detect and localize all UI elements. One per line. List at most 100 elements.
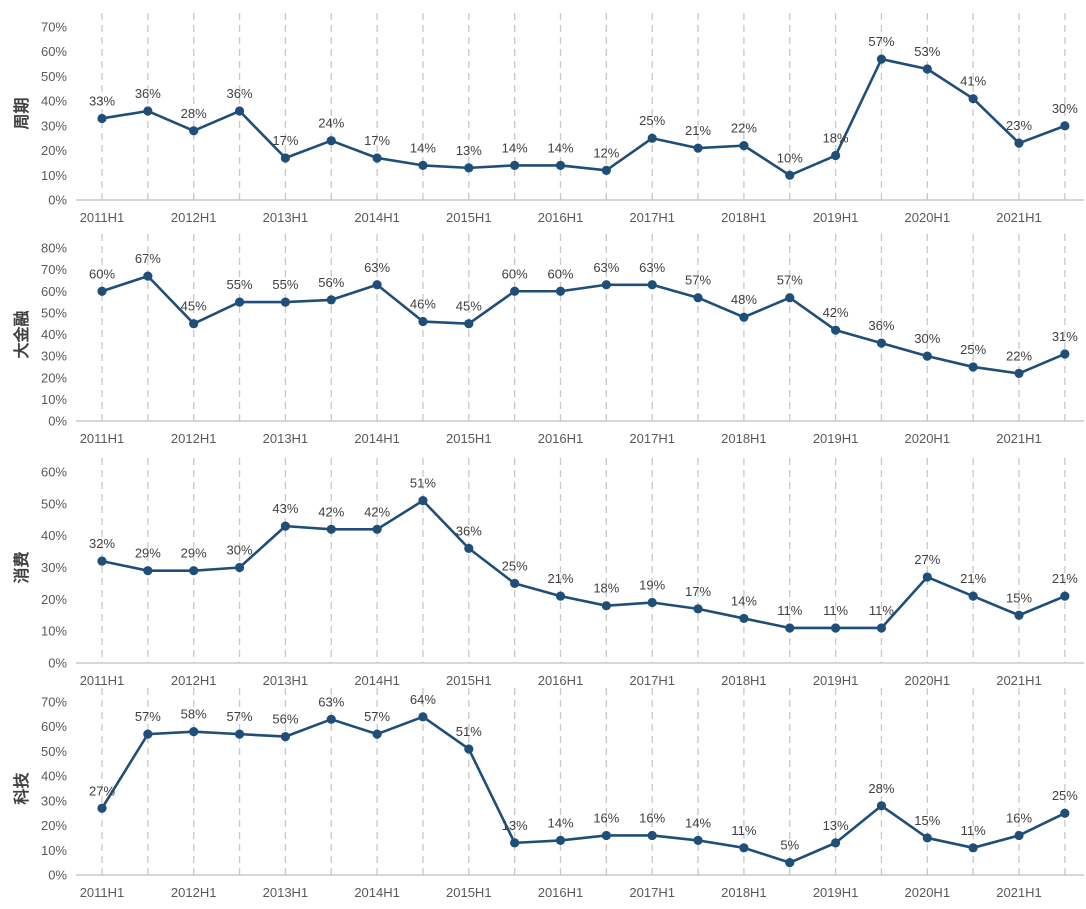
data-label: 63% (593, 260, 619, 275)
data-point (97, 113, 107, 124)
data-point (693, 604, 703, 614)
data-label: 43% (272, 501, 298, 516)
data-point (1014, 138, 1024, 148)
data-point (922, 351, 932, 361)
data-label: 67% (135, 251, 161, 266)
data-point (234, 106, 245, 116)
y-tick-label: 40% (41, 94, 67, 109)
series-line (101, 57, 1066, 177)
data-point (876, 338, 887, 348)
data-label: 22% (1006, 348, 1032, 363)
data-point (510, 838, 520, 848)
data-point (97, 286, 107, 296)
data-label: 21% (960, 571, 986, 586)
data-point (234, 729, 245, 739)
data-point (97, 803, 107, 813)
data-point (1014, 610, 1024, 620)
y-tick-label: 80% (41, 241, 67, 256)
data-label: 16% (593, 810, 619, 825)
data-label: 21% (685, 123, 711, 138)
data-point (601, 165, 611, 175)
x-tick-label: 2019H1 (813, 210, 859, 225)
chart-panel-2: 0% 10% 20% 30% 40% 50% 60% 70% 80% 2011H1 2012H1 20… (12, 234, 1084, 446)
x-tick-label: 2018H1 (721, 885, 767, 900)
data-label: 15% (1006, 590, 1032, 605)
x-tick-label: 2020H1 (905, 673, 951, 688)
x-tick-label: 2020H1 (905, 431, 951, 446)
data-label: 16% (1006, 810, 1032, 825)
data-point (601, 601, 611, 611)
y-axis-label: 周期 (12, 97, 31, 129)
chart-panel-4: 0% 10% 20% 30% 40% 50% 60% 70% 2011H1 2012H1 2013H… (12, 688, 1084, 900)
data-label: 13% (456, 143, 482, 158)
y-tick-label: 40% (41, 769, 67, 784)
x-tick-label: 2011H1 (80, 210, 125, 225)
data-label: 22% (731, 121, 757, 136)
x-tick-label: 2021H1 (996, 885, 1042, 900)
data-label: 36% (227, 86, 253, 101)
data-label: 29% (135, 546, 161, 561)
data-label: 60% (89, 266, 115, 281)
data-label: 57% (364, 709, 390, 724)
y-tick-label: 20% (41, 818, 67, 833)
data-point (876, 801, 887, 811)
x-tick-label: 2013H1 (263, 673, 309, 688)
y-tick-label: 60% (41, 284, 67, 299)
x-tick-label: 2019H1 (813, 673, 859, 688)
data-point (693, 293, 703, 303)
y-tick-label: 20% (41, 143, 67, 158)
data-label: 14% (502, 140, 528, 155)
data-point (326, 714, 336, 724)
data-label: 31% (1052, 329, 1078, 344)
data-label: 32% (89, 536, 115, 551)
x-tick-label: 2017H1 (629, 431, 675, 446)
y-tick-label: 0% (48, 868, 67, 883)
y-tick-label: 10% (41, 624, 67, 639)
data-point (1060, 808, 1070, 818)
data-point (143, 271, 153, 281)
data-label: 30% (1052, 101, 1078, 116)
y-tick-label: 70% (41, 20, 67, 35)
data-point (601, 830, 611, 841)
x-tick-label: 2011H1 (80, 431, 125, 446)
data-point (785, 858, 795, 868)
data-label: 45% (181, 299, 207, 314)
data-point (326, 136, 336, 146)
x-tick-label: 2018H1 (721, 210, 767, 225)
chart-panel-3: 0% 10% 20% 30% 40% 50% 60% 2011H1 2012H1 2013H1 20… (12, 458, 1084, 688)
y-tick-label: 0% (48, 656, 67, 671)
data-label: 25% (960, 342, 986, 357)
data-label: 53% (914, 44, 940, 59)
data-label: 23% (1006, 118, 1032, 133)
y-axis-label: 消费 (12, 551, 31, 583)
data-label: 17% (364, 133, 390, 148)
data-point (372, 729, 382, 739)
x-tick-label: 2017H1 (629, 885, 675, 900)
data-point (464, 744, 474, 754)
data-label: 60% (502, 266, 528, 281)
y-tick-label: 60% (41, 719, 67, 734)
data-label: 60% (547, 266, 573, 281)
data-point (555, 591, 566, 601)
data-label: 36% (456, 523, 482, 538)
data-label: 28% (868, 781, 894, 796)
data-point (1060, 591, 1070, 601)
x-tick-label: 2015H1 (446, 210, 492, 225)
data-label: 14% (685, 815, 711, 830)
data-label: 11% (823, 603, 848, 618)
data-label: 36% (868, 318, 894, 333)
data-label: 21% (547, 571, 573, 586)
data-label: 12% (593, 145, 619, 160)
data-label: 28% (181, 106, 207, 121)
data-point (280, 732, 290, 742)
x-tick-label: 2020H1 (905, 885, 951, 900)
data-point (189, 727, 199, 737)
data-point (510, 286, 520, 296)
data-label: 48% (731, 292, 757, 307)
data-label: 19% (639, 578, 665, 593)
y-tick-label: 40% (41, 528, 67, 543)
data-label: 11% (731, 823, 756, 838)
data-label: 25% (639, 113, 665, 128)
data-point (372, 524, 382, 534)
data-label: 17% (272, 133, 298, 148)
